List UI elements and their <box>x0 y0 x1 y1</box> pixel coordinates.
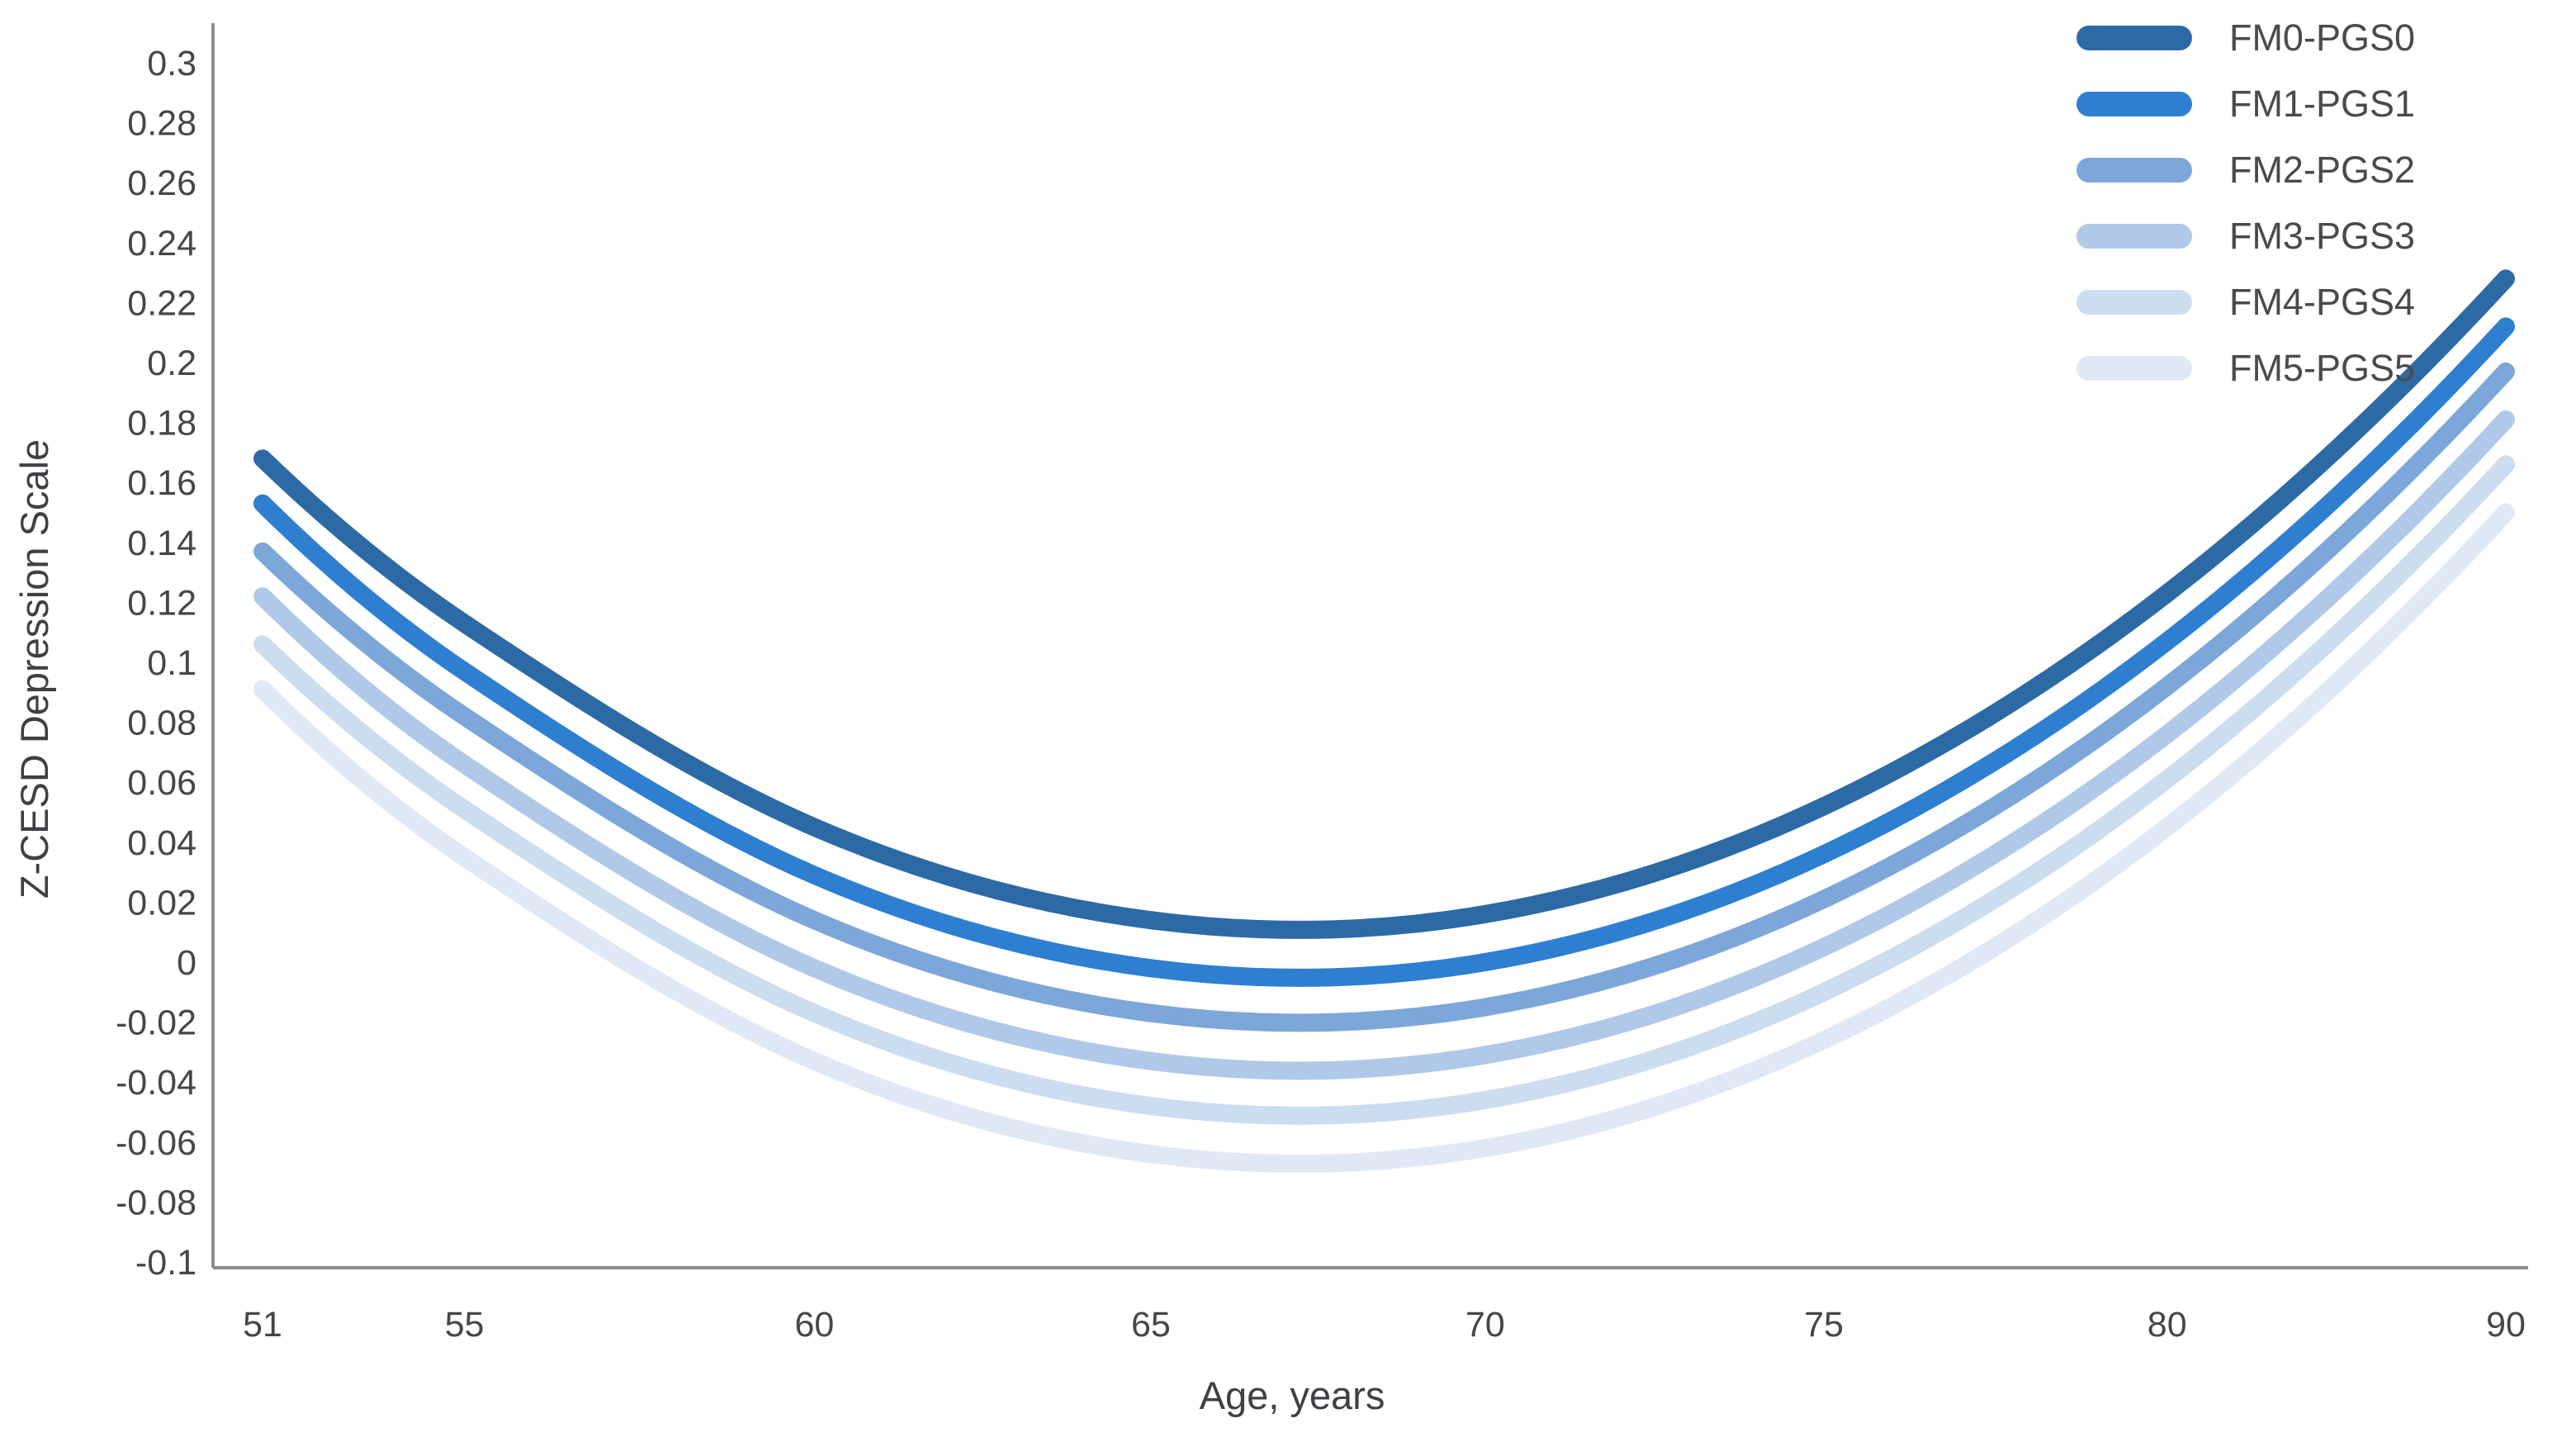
y-axis-tick-labels: 0.3 0.28 0.26 0.24 0.22 0.2 0.18 0.16 0.14 0.12 0.… <box>116 44 197 1283</box>
y-tick-label: 0.3 <box>147 44 197 83</box>
legend-item-FM1-PGS1: FM1-PGS1 <box>2076 83 2415 126</box>
y-tick-label: 0.2 <box>147 344 197 383</box>
x-tick-label: 65 <box>1131 1305 1171 1345</box>
series-line-FM2-PGS2 <box>253 362 2515 1032</box>
legend-color-swatch-FM2-PGS2 <box>2076 158 2192 183</box>
legend-label: FM4-PGS4 <box>2228 281 2415 323</box>
x-axis-title: Age, years <box>1200 1373 1385 1417</box>
legend-color-swatch-FM5-PGS5 <box>2076 356 2192 381</box>
legend-color-swatch-FM1-PGS1 <box>2076 92 2192 116</box>
y-tick-label: 0.24 <box>127 224 197 263</box>
series-line-FM5-PGS5 <box>253 503 2515 1173</box>
y-tick-label: 0.16 <box>127 463 197 503</box>
y-tick-label: 0 <box>177 943 197 983</box>
y-tick-label: 0.08 <box>127 704 197 743</box>
legend-color-swatch-FM0-PGS0 <box>2076 26 2192 50</box>
legend-label: FM1-PGS1 <box>2228 83 2415 125</box>
legend-color-swatch-FM3-PGS3 <box>2076 224 2192 249</box>
y-tick-label: 0.22 <box>127 283 197 323</box>
legend-label: FM2-PGS2 <box>2228 149 2415 191</box>
x-tick-label: 90 <box>2486 1305 2526 1345</box>
y-tick-label: 0.04 <box>127 823 197 863</box>
y-tick-label: 0.28 <box>127 104 197 144</box>
y-tick-label: 0.14 <box>127 524 197 563</box>
y-tick-label: 0.12 <box>127 583 197 623</box>
y-axis-title: Z-CESD Depression Scale <box>12 439 56 899</box>
legend-item-FM4-PGS4: FM4-PGS4 <box>2076 281 2415 324</box>
series-line-FM1-PGS1 <box>253 317 2515 987</box>
y-tick-label: -0.06 <box>116 1123 197 1163</box>
x-axis-tick-labels: 51 55 60 65 70 75 80 90 <box>243 1305 2526 1345</box>
series-line-FM3-PGS3 <box>253 410 2515 1080</box>
x-tick-label: 80 <box>2147 1305 2187 1345</box>
y-tick-label: -0.04 <box>116 1063 197 1103</box>
x-tick-label: 60 <box>794 1305 834 1345</box>
series-curves <box>253 269 2515 1173</box>
legend-color-swatch-FM4-PGS4 <box>2076 290 2192 315</box>
y-tick-label: -0.08 <box>116 1183 197 1222</box>
series-line-FM4-PGS4 <box>253 455 2515 1125</box>
y-tick-label: 0.02 <box>127 883 197 923</box>
series-line-FM0-PGS0 <box>253 269 2515 939</box>
y-tick-label: 0.06 <box>127 763 197 803</box>
legend-item-FM5-PGS5: FM5-PGS5 <box>2076 347 2415 390</box>
y-tick-label: -0.1 <box>135 1243 197 1283</box>
legend-label: FM0-PGS0 <box>2228 17 2415 59</box>
legend-label: FM5-PGS5 <box>2228 347 2415 389</box>
x-tick-label: 75 <box>1804 1305 1844 1345</box>
legend-item-FM2-PGS2: FM2-PGS2 <box>2076 149 2415 192</box>
x-tick-label: 70 <box>1466 1305 1505 1345</box>
x-tick-label: 55 <box>445 1305 485 1345</box>
legend-item-FM3-PGS3: FM3-PGS3 <box>2076 215 2415 258</box>
legend-label: FM3-PGS3 <box>2228 215 2415 257</box>
legend: FM0-PGS0 FM1-PGS1 FM2-PGS2 FM3-PGS3 FM4-PGS4… <box>2076 17 2415 390</box>
y-tick-label: 0.26 <box>127 164 197 203</box>
y-tick-label: -0.02 <box>116 1003 197 1043</box>
y-tick-label: 0.18 <box>127 404 197 444</box>
legend-item-FM0-PGS0: FM0-PGS0 <box>2076 17 2415 59</box>
x-tick-label: 51 <box>243 1305 282 1345</box>
y-tick-label: 0.1 <box>147 643 197 683</box>
